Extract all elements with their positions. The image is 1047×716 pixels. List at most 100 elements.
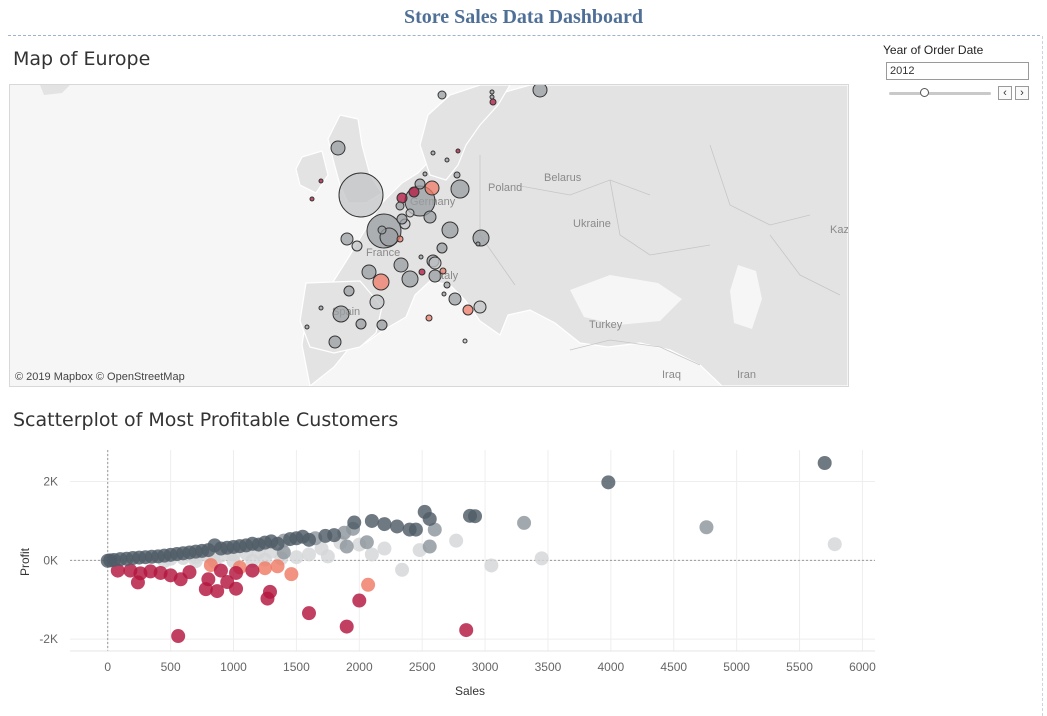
map-marker[interactable] xyxy=(401,270,419,288)
scatter-point[interactable] xyxy=(377,517,392,532)
scatter-point[interactable] xyxy=(462,508,477,523)
map-marker[interactable] xyxy=(473,300,487,314)
map-marker[interactable] xyxy=(318,305,324,311)
map-marker[interactable] xyxy=(436,242,448,254)
scatter-point[interactable] xyxy=(517,515,532,530)
scatter-point[interactable] xyxy=(229,565,244,580)
scatter-point[interactable] xyxy=(339,619,354,634)
map-marker[interactable] xyxy=(489,94,495,100)
scatter-point[interactable] xyxy=(320,549,335,564)
map-marker[interactable] xyxy=(462,304,474,316)
map-marker[interactable] xyxy=(455,148,461,154)
scatter-point[interactable] xyxy=(171,629,186,644)
scatter-point[interactable] xyxy=(182,565,197,580)
map-marker[interactable] xyxy=(444,157,450,163)
map-marker[interactable] xyxy=(377,225,387,235)
scatter-point[interactable] xyxy=(283,532,298,547)
map-marker[interactable] xyxy=(338,172,384,218)
map-marker[interactable] xyxy=(418,254,424,260)
map-canvas[interactable]: Poland Belarus Ukraine Kaz Germany Franc… xyxy=(10,85,848,386)
scatter-point[interactable] xyxy=(257,561,272,576)
scatter-point[interactable] xyxy=(201,572,216,587)
map-marker[interactable] xyxy=(396,192,408,204)
scatter-point[interactable] xyxy=(534,551,549,566)
map-marker[interactable] xyxy=(475,241,481,247)
map-marker[interactable] xyxy=(361,264,377,280)
map-marker[interactable] xyxy=(396,235,404,243)
map-marker[interactable] xyxy=(472,229,490,247)
scatter-point[interactable] xyxy=(402,522,417,537)
map-marker[interactable] xyxy=(372,273,390,291)
map-marker[interactable] xyxy=(418,268,426,276)
scatter-point[interactable] xyxy=(123,563,138,578)
year-slider-thumb[interactable] xyxy=(920,88,930,97)
map-attribution[interactable]: © 2019 Mapbox © OpenStreetMap xyxy=(15,371,185,383)
scatter-point[interactable] xyxy=(361,577,376,592)
scatter-point[interactable] xyxy=(427,522,442,537)
scatter-point[interactable] xyxy=(284,567,299,582)
map-marker[interactable] xyxy=(309,196,315,202)
scatter-point[interactable] xyxy=(301,606,316,621)
scatter-point[interactable] xyxy=(352,593,367,608)
scatter-point[interactable] xyxy=(245,563,260,578)
map-marker[interactable] xyxy=(393,257,409,273)
scatter-point[interactable] xyxy=(318,528,333,543)
map-marker[interactable] xyxy=(441,221,459,239)
scatter-point[interactable] xyxy=(390,519,405,534)
scatter-point[interactable] xyxy=(417,504,432,519)
map-view[interactable]: Poland Belarus Ukraine Kaz Germany Franc… xyxy=(9,84,849,387)
map-marker[interactable] xyxy=(532,85,548,98)
scatter-point[interactable] xyxy=(100,553,115,568)
map-marker[interactable] xyxy=(408,186,420,198)
scatter-point[interactable] xyxy=(601,475,616,490)
map-marker[interactable] xyxy=(355,318,367,330)
map-marker[interactable] xyxy=(340,232,354,246)
scatter-point[interactable] xyxy=(359,535,374,550)
scatter-point[interactable] xyxy=(213,563,228,578)
map-marker[interactable] xyxy=(443,281,451,289)
scatter-point[interactable] xyxy=(422,539,437,554)
scatter-point[interactable] xyxy=(395,562,410,577)
map-marker[interactable] xyxy=(439,267,447,275)
scatter-point[interactable] xyxy=(377,541,392,556)
scatter-point[interactable] xyxy=(301,547,316,562)
scatter-point[interactable] xyxy=(110,563,125,578)
scatter-point[interactable] xyxy=(364,513,379,528)
map-marker[interactable] xyxy=(425,314,433,322)
scatter-point[interactable] xyxy=(210,584,225,599)
map-marker[interactable] xyxy=(376,319,388,331)
map-marker[interactable] xyxy=(489,89,495,95)
map-marker[interactable] xyxy=(489,98,497,106)
map-marker[interactable] xyxy=(351,240,363,252)
map-marker[interactable] xyxy=(423,210,437,224)
scatterplot[interactable]: 0 500 1000 1500 2000 2500 3000 3500 4000 4500 5000… xyxy=(0,440,1047,715)
map-marker[interactable] xyxy=(462,338,468,344)
scatter-point[interactable] xyxy=(364,547,379,562)
scatter-point[interactable] xyxy=(270,559,285,574)
map-marker[interactable] xyxy=(428,269,442,283)
scatter-point[interactable] xyxy=(827,537,842,552)
map-marker[interactable] xyxy=(453,171,461,179)
map-marker[interactable] xyxy=(396,213,408,225)
scatter-point[interactable] xyxy=(339,539,354,554)
map-marker[interactable] xyxy=(428,256,442,270)
map-marker[interactable] xyxy=(414,178,426,190)
map-marker[interactable] xyxy=(448,292,462,306)
next-year-button[interactable]: › xyxy=(1015,86,1029,100)
prev-year-button[interactable]: ‹ xyxy=(998,86,1012,100)
map-marker[interactable] xyxy=(450,179,470,199)
scatter-point[interactable] xyxy=(262,584,277,599)
scatter-point[interactable] xyxy=(130,575,145,590)
map-marker[interactable] xyxy=(318,178,324,184)
scatter-point[interactable] xyxy=(459,623,474,638)
year-filter-input[interactable]: 2012 xyxy=(886,62,1029,80)
map-marker[interactable] xyxy=(332,305,350,323)
scatter-point[interactable] xyxy=(289,550,304,565)
map-marker[interactable] xyxy=(343,285,355,297)
map-marker[interactable] xyxy=(395,201,405,211)
map-marker[interactable] xyxy=(424,180,440,196)
map-marker[interactable] xyxy=(437,90,447,100)
scatter-point[interactable] xyxy=(484,558,499,573)
scatter-point[interactable] xyxy=(245,553,260,568)
map-marker[interactable] xyxy=(304,324,310,330)
